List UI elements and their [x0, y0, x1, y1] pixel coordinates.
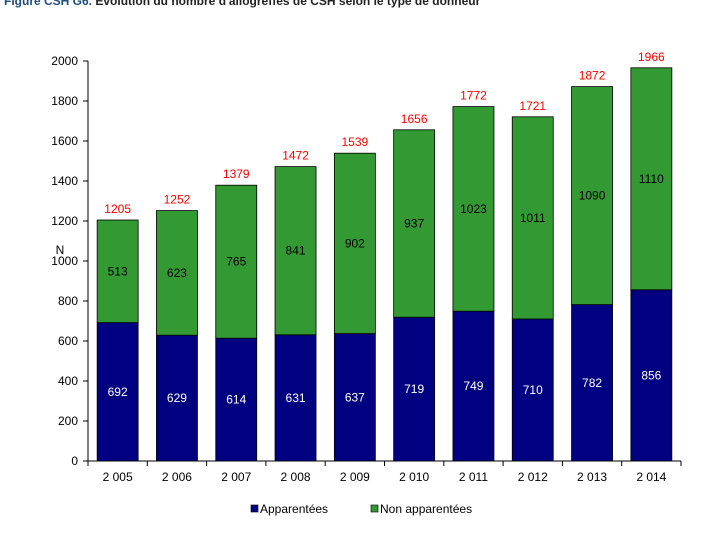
legend-label-apparentees: Apparentées: [260, 502, 328, 516]
bar-label-non-apparentees: 513: [108, 264, 128, 278]
bar-total-label: 1379: [223, 167, 250, 181]
x-tick-label: 2 012: [518, 470, 548, 484]
y-tick-label: 1200: [51, 214, 78, 228]
y-tick-label: 400: [58, 374, 78, 388]
bar-segment-apparentees: [630, 289, 673, 462]
y-tick-label: 200: [58, 414, 78, 428]
bar-total-label: 1656: [401, 112, 428, 126]
bar-label-apparentees: 614: [226, 393, 246, 407]
legend-label-non-apparentees: Non apparentées: [380, 502, 472, 516]
bar-segment-apparentees: [274, 334, 317, 462]
bar-total-label: 1872: [579, 69, 606, 83]
chart-bars: [96, 67, 673, 462]
bar-label-non-apparentees: 623: [167, 266, 187, 280]
x-tick-label: 2 005: [103, 470, 133, 484]
bar-label-non-apparentees: 1110: [639, 172, 664, 186]
bar-total-label: 1721: [519, 99, 546, 113]
bar-segment-apparentees: [452, 310, 495, 462]
x-tick-label: 2 014: [636, 470, 666, 484]
bar-label-apparentees: 629: [167, 391, 187, 405]
bar-label-non-apparentees: 765: [226, 255, 246, 269]
figure-title: Figure CSH G6. Évolution du nombre d'all…: [0, 0, 720, 14]
y-tick-label: 2000: [51, 54, 78, 68]
y-tick-label: 800: [58, 294, 78, 308]
bar-label-apparentees: 719: [404, 382, 424, 396]
bar-label-non-apparentees: 937: [404, 217, 424, 231]
y-tick-label: 1600: [51, 134, 78, 148]
bar-label-non-apparentees: 902: [345, 236, 365, 250]
bar-segment-non-apparentees: [333, 152, 376, 334]
x-tick-label: 2 008: [281, 470, 311, 484]
bar-segment-non-apparentees: [156, 210, 198, 336]
bar-segment-non-apparentees: [452, 106, 495, 312]
y-tick-label: 0: [71, 454, 78, 468]
y-tick-label: 1000: [51, 254, 78, 268]
bar-segment-non-apparentees: [96, 219, 139, 323]
chart-data-labels: 692 513 1205 629 623 1252 614 765 1379 631 841 1472…: [104, 50, 665, 407]
bar-label-non-apparentees: 1023: [460, 202, 487, 216]
bar-segment-non-apparentees: [215, 184, 258, 339]
x-tick-label: 2 013: [577, 470, 607, 484]
legend-swatch-non-apparentees: [370, 504, 379, 513]
x-tick-label: 2 009: [340, 470, 370, 484]
bar-total-label: 1966: [638, 50, 665, 64]
bar-segment-non-apparentees: [571, 86, 613, 305]
y-axis-title: N: [56, 243, 65, 257]
bar-segment-apparentees: [215, 337, 258, 462]
legend-swatch-apparentees: [250, 504, 259, 513]
bar-label-apparentees: 856: [641, 368, 661, 382]
figure-title-prefix: Figure CSH G6.: [4, 0, 93, 8]
y-tick-label: 600: [58, 334, 78, 348]
bar-label-non-apparentees: 1090: [579, 189, 606, 203]
y-tick-label: 1400: [51, 174, 78, 188]
bar-total-label: 1472: [282, 149, 309, 163]
bar-label-non-apparentees: 1011: [520, 211, 546, 225]
bar-segment-non-apparentees: [511, 116, 554, 320]
bar-label-apparentees: 692: [108, 385, 128, 399]
x-tick-label: 2 007: [221, 470, 251, 484]
bar-label-apparentees: 631: [286, 391, 306, 405]
bar-segment-apparentees: [333, 333, 376, 462]
y-tick-label: 1800: [51, 94, 78, 108]
bar-segment-apparentees: [96, 322, 139, 462]
bar-label-apparentees: 782: [582, 376, 602, 390]
x-tick-label: 2 010: [399, 470, 429, 484]
bar-total-label: 1539: [341, 135, 368, 149]
x-tick-label: 2 006: [162, 470, 192, 484]
bar-label-non-apparentees: 841: [286, 244, 306, 258]
bar-label-apparentees: 710: [523, 383, 543, 397]
chart-axes: 0 200 400 600 800 1000 1200 1400 1600 1800 2000 N 2 …: [51, 54, 682, 484]
bar-total-label: 1205: [104, 202, 131, 216]
bar-total-label: 1252: [164, 193, 191, 207]
bar-segment-non-apparentees: [630, 67, 673, 291]
chart-legend: Apparentées Non apparentées: [250, 502, 472, 516]
figure-title-text: Évolution du nombre d'allogreffes de CSH…: [95, 0, 481, 8]
bar-segment-non-apparentees: [274, 166, 317, 336]
bar-segment-apparentees: [393, 316, 436, 462]
bar-total-label: 1772: [460, 89, 487, 103]
bar-segment-non-apparentees: [393, 129, 436, 318]
bar-label-apparentees: 637: [345, 390, 365, 404]
x-tick-label: 2 011: [459, 470, 488, 484]
bar-label-apparentees: 749: [463, 379, 483, 393]
bar-segment-apparentees: [571, 304, 613, 462]
